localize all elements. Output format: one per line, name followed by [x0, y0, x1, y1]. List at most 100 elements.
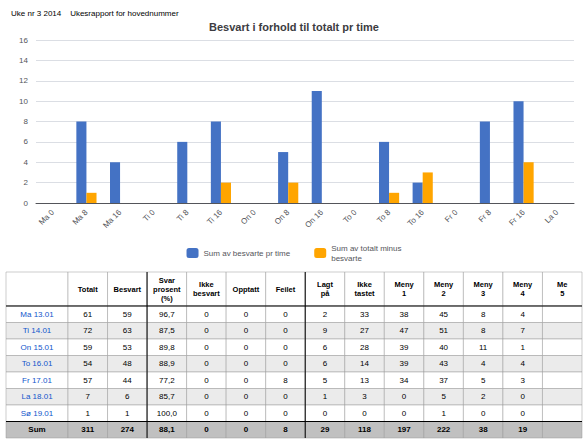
svg-text:Fr 17.01: Fr 17.01 [22, 376, 52, 385]
svg-text:87,5: 87,5 [159, 326, 175, 335]
svg-text:Meny: Meny [434, 280, 454, 289]
svg-text:On 16: On 16 [303, 207, 325, 229]
svg-text:51: 51 [439, 326, 448, 335]
svg-text:29: 29 [321, 425, 330, 434]
svg-text:0: 0 [283, 343, 288, 352]
svg-text:Totalt: Totalt [78, 285, 98, 294]
svg-text:34: 34 [400, 376, 409, 385]
svg-text:0: 0 [283, 326, 288, 335]
svg-text:88,1: 88,1 [159, 425, 175, 434]
svg-text:Meny: Meny [513, 280, 533, 289]
svg-text:9: 9 [323, 326, 328, 335]
svg-text:16: 16 [19, 36, 28, 45]
svg-text:1: 1 [441, 409, 446, 418]
svg-text:27: 27 [360, 326, 369, 335]
svg-text:61: 61 [83, 310, 92, 319]
svg-text:197: 197 [397, 425, 411, 434]
svg-text:0: 0 [244, 376, 249, 385]
svg-text:4: 4 [481, 359, 486, 368]
svg-text:Ma 8: Ma 8 [71, 207, 90, 226]
svg-text:To 16: To 16 [406, 207, 427, 228]
svg-text:Fr 16: Fr 16 [507, 207, 527, 227]
svg-text:19: 19 [518, 425, 527, 434]
svg-text:0: 0 [481, 409, 486, 418]
svg-text:Ma 16: Ma 16 [101, 207, 123, 229]
svg-text:3: 3 [520, 376, 525, 385]
svg-text:0: 0 [204, 409, 209, 418]
svg-text:0: 0 [402, 392, 407, 401]
svg-text:7: 7 [520, 326, 525, 335]
svg-text:6: 6 [125, 392, 130, 401]
svg-text:Feilet: Feilet [276, 285, 296, 294]
svg-text:besvart: besvart [193, 289, 220, 298]
svg-text:Svar: Svar [159, 276, 175, 285]
svg-text:On 8: On 8 [273, 207, 292, 226]
svg-text:0: 0 [520, 409, 525, 418]
svg-text:0: 0 [283, 409, 288, 418]
svg-text:0: 0 [204, 376, 209, 385]
svg-text:77,2: 77,2 [159, 376, 175, 385]
svg-text:Ikke: Ikke [199, 280, 214, 289]
svg-text:prosent: prosent [153, 285, 181, 294]
svg-text:2: 2 [442, 289, 446, 298]
svg-text:54: 54 [83, 359, 92, 368]
svg-text:3: 3 [481, 289, 485, 298]
svg-text:2: 2 [24, 178, 29, 187]
svg-text:6: 6 [24, 137, 29, 146]
svg-text:28: 28 [360, 343, 369, 352]
svg-text:0: 0 [283, 392, 288, 401]
svg-text:88,9: 88,9 [159, 359, 175, 368]
svg-text:To 0: To 0 [342, 207, 359, 224]
svg-text:44: 44 [123, 376, 132, 385]
svg-text:Sø 19.01: Sø 19.01 [21, 409, 54, 418]
svg-text:2: 2 [481, 392, 486, 401]
svg-text:13: 13 [360, 376, 369, 385]
svg-text:Ti 8: Ti 8 [175, 207, 191, 223]
svg-text:59: 59 [83, 343, 92, 352]
svg-text:39: 39 [400, 343, 409, 352]
svg-text:Lagt: Lagt [317, 280, 333, 289]
svg-text:48: 48 [123, 359, 132, 368]
svg-text:5: 5 [441, 392, 446, 401]
svg-text:222: 222 [437, 425, 451, 434]
svg-text:Ma 0: Ma 0 [37, 207, 56, 226]
svg-text:1: 1 [402, 289, 406, 298]
svg-text:0: 0 [520, 392, 525, 401]
svg-text:57: 57 [83, 376, 92, 385]
svg-text:39: 39 [400, 359, 409, 368]
svg-text:0: 0 [204, 310, 209, 319]
svg-text:7: 7 [86, 392, 91, 401]
svg-text:38: 38 [479, 425, 488, 434]
svg-text:100,0: 100,0 [157, 409, 178, 418]
svg-text:96,7: 96,7 [159, 310, 175, 319]
svg-text:0: 0 [24, 199, 29, 208]
svg-text:14: 14 [19, 56, 28, 65]
svg-text:8: 8 [481, 326, 486, 335]
svg-text:To 16.01: To 16.01 [22, 359, 53, 368]
svg-text:311: 311 [81, 425, 94, 434]
svg-text:72: 72 [83, 326, 92, 335]
svg-text:0: 0 [283, 310, 288, 319]
svg-text:0: 0 [244, 343, 249, 352]
svg-text:0: 0 [323, 409, 328, 418]
svg-text:0: 0 [362, 409, 367, 418]
svg-text:4: 4 [521, 289, 526, 298]
svg-text:On 0: On 0 [239, 207, 258, 226]
svg-text:0: 0 [204, 392, 209, 401]
svg-text:Ikke: Ikke [357, 280, 372, 289]
svg-text:0: 0 [204, 359, 209, 368]
svg-text:Uke nr 3 2014 Ukesrapport f: Uke nr 3 2014 Ukesrapport for hovednumme… [11, 9, 179, 18]
svg-text:8: 8 [24, 117, 29, 126]
svg-text:10: 10 [19, 97, 28, 106]
svg-text:Ti 0: Ti 0 [141, 207, 157, 223]
svg-text:0: 0 [244, 359, 249, 368]
svg-text:2: 2 [323, 310, 328, 319]
svg-text:59: 59 [123, 310, 132, 319]
svg-text:40: 40 [439, 343, 448, 352]
svg-text:12: 12 [19, 76, 28, 85]
svg-text:1: 1 [125, 409, 130, 418]
svg-text:La 18.01: La 18.01 [21, 392, 53, 401]
svg-text:5: 5 [560, 289, 564, 298]
svg-text:3: 3 [362, 392, 367, 401]
svg-text:0: 0 [244, 310, 249, 319]
